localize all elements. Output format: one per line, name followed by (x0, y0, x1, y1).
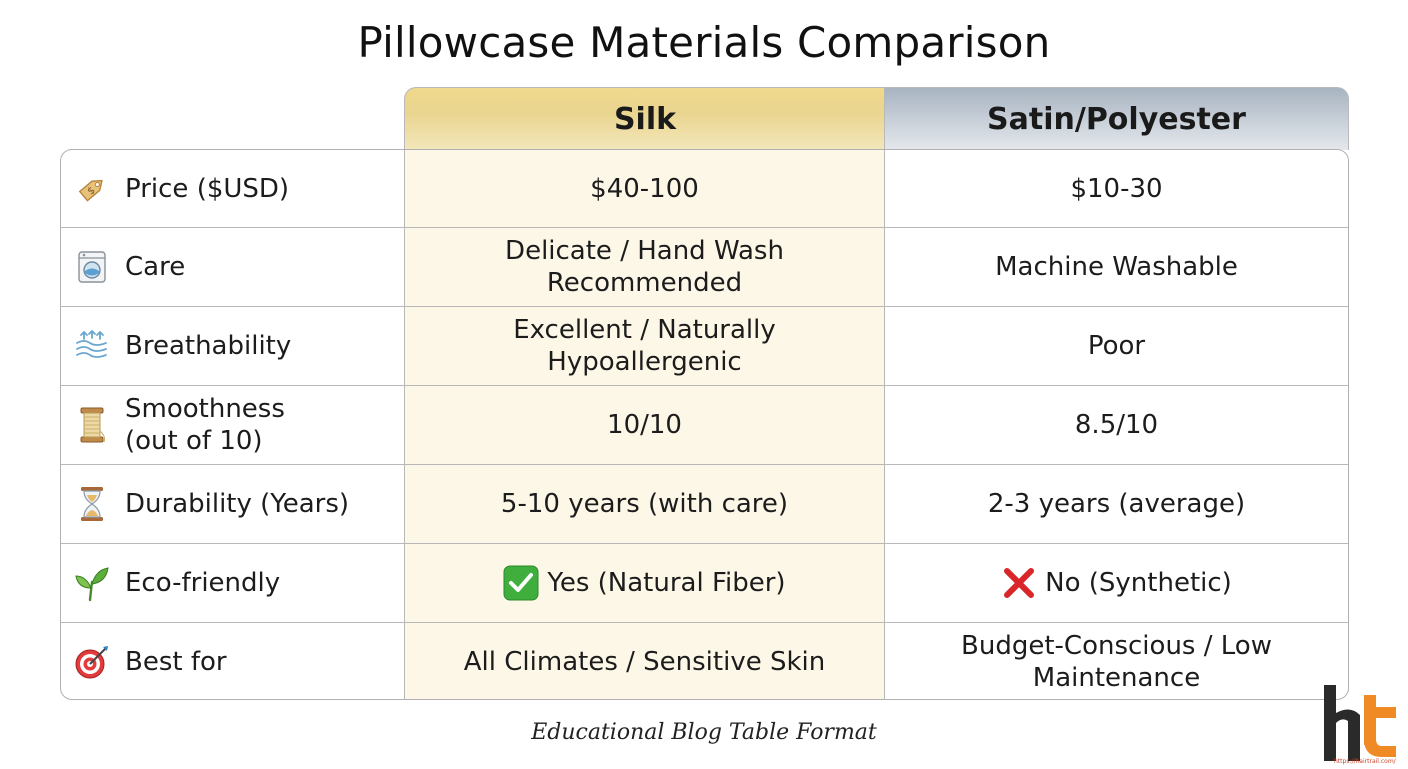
row-label: Best for (125, 646, 227, 677)
satin-cell: 2-3 years (average) (885, 465, 1348, 543)
table-row: Best for All Climates / Sensitive Skin B… (61, 623, 1348, 699)
row-label: Smoothness (out of 10) (125, 394, 285, 456)
satin-value: No (Synthetic) (1045, 568, 1232, 598)
thread-spool-icon (73, 406, 111, 444)
brand-logo[interactable] (1320, 683, 1406, 765)
seedling-icon (73, 564, 111, 602)
row-label-cell: $ Price ($USD) (61, 150, 405, 227)
satin-value: Budget-Conscious / Low Maintenance (961, 630, 1272, 693)
row-divider (61, 306, 1348, 307)
table-row: $ Price ($USD) $40-100 $10-30 (61, 150, 1348, 227)
satin-cell: Poor (885, 307, 1348, 385)
satin-cell: 8.5/10 (885, 386, 1348, 464)
check-mark-icon (503, 565, 539, 601)
table-body: $ Price ($USD) $40-100 $10-30 (60, 149, 1349, 700)
silk-cell: Excellent / Naturally Hypoallergenic (405, 307, 885, 385)
silk-value: All Climates / Sensitive Skin (463, 646, 826, 677)
silk-cell: Yes (Natural Fiber) (405, 544, 885, 622)
page-title: Pillowcase Materials Comparison (357, 18, 1051, 67)
silk-cell: 5-10 years (with care) (405, 465, 885, 543)
silk-value: $40-100 (590, 173, 699, 204)
row-divider (61, 464, 1348, 465)
row-label: Care (125, 252, 186, 282)
satin-value: 2-3 years (average) (987, 489, 1246, 519)
row-label-cell: Care (61, 228, 405, 306)
price-tag-icon: $ (73, 170, 111, 208)
row-label-cell: Durability (Years) (61, 465, 405, 543)
footer-caption: Educational Blog Table Format (531, 720, 877, 745)
table-row: Care Delicate / Hand Wash Recommended Ma… (61, 228, 1348, 306)
silk-value: Delicate / Hand Wash Recommended (505, 236, 784, 298)
cross-mark-icon (1001, 565, 1037, 601)
satin-cell: Machine Washable (885, 228, 1348, 306)
hourglass-icon (73, 485, 111, 523)
silk-value: Yes (Natural Fiber) (547, 568, 786, 598)
table-header: Silk Satin/Polyester (404, 87, 1349, 150)
row-label-cell: Breathability (61, 307, 405, 385)
satin-value: 8.5/10 (1074, 410, 1159, 440)
silk-cell: All Climates / Sensitive Skin (405, 623, 885, 699)
satin-cell: $10-30 (885, 150, 1348, 227)
silk-cell: 10/10 (405, 386, 885, 464)
silk-value: 10/10 (607, 410, 682, 440)
row-label-cell: Eco-friendly (61, 544, 405, 622)
target-icon (73, 643, 111, 681)
column-header-satin: Satin/Polyester (884, 87, 1349, 150)
table-row: Smoothness (out of 10) 10/10 8.5/10 (61, 386, 1348, 464)
row-label: Price ($USD) (125, 173, 290, 204)
row-divider (61, 543, 1348, 544)
row-label: Eco-friendly (125, 568, 281, 598)
silk-cell: Delicate / Hand Wash Recommended (405, 228, 885, 306)
silk-cell: $40-100 (405, 150, 885, 227)
row-label-cell: Best for (61, 623, 405, 699)
satin-value: $10-30 (1070, 173, 1163, 204)
satin-value: Poor (1087, 331, 1146, 361)
table-row: Breathability Excellent / Naturally Hypo… (61, 307, 1348, 385)
row-label: Durability (Years) (125, 489, 350, 519)
airflow-icon (73, 327, 111, 365)
row-divider (61, 227, 1348, 228)
table-row: Eco-friendly Yes (Natural Fiber) No ( (61, 544, 1348, 622)
column-header-silk: Silk (404, 87, 885, 150)
logo-url[interactable]: https://hairtrail.com/ (1334, 758, 1396, 765)
table-row: Durability (Years) 5-10 years (with care… (61, 465, 1348, 543)
row-label: Breathability (125, 331, 292, 361)
silk-value: Excellent / Naturally Hypoallergenic (513, 315, 776, 377)
washing-machine-icon (73, 248, 111, 286)
silk-value: 5-10 years (with care) (500, 489, 789, 519)
satin-cell: Budget-Conscious / Low Maintenance (885, 623, 1348, 699)
svg-text:$: $ (86, 185, 98, 198)
row-label-cell: Smoothness (out of 10) (61, 386, 405, 464)
row-divider (61, 622, 1348, 623)
satin-value: Machine Washable (995, 252, 1238, 282)
comparison-table: Silk Satin/Polyester $ Price ($USD) $40- (60, 87, 1349, 700)
satin-cell: No (Synthetic) (885, 544, 1348, 622)
row-divider (61, 385, 1348, 386)
